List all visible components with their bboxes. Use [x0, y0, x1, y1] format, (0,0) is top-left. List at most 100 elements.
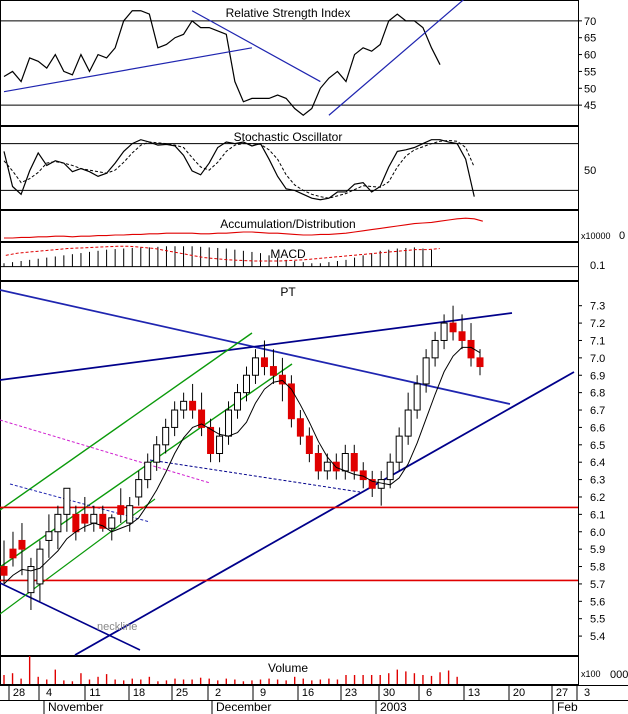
candle-body	[323, 461, 331, 472]
candle-body	[144, 461, 152, 481]
candle-body	[18, 539, 26, 550]
volume-title: Volume	[268, 661, 308, 675]
price-tick-label: 7.1	[590, 335, 605, 347]
macd-tick: 0.1	[590, 260, 605, 272]
candle-body	[332, 461, 340, 472]
candle-body	[395, 435, 403, 463]
price-tick-label: 6.4	[590, 457, 605, 469]
rsi-tick-label: 45	[584, 100, 596, 112]
candle-body	[278, 374, 286, 385]
day-label: 18	[133, 687, 145, 699]
upper-trendline	[0, 312, 513, 381]
candle-body	[162, 426, 170, 446]
panel-frame	[0, 281, 579, 656]
candle-body	[153, 444, 161, 463]
candle-body	[99, 513, 107, 529]
candle-body	[413, 383, 421, 411]
candle-body	[305, 435, 313, 455]
candle-body	[72, 513, 80, 533]
volume-panel: Volume x100 000	[3, 656, 628, 684]
candle-body	[36, 548, 44, 585]
candle-body	[135, 479, 143, 498]
stochastic-tick-50: 50	[584, 165, 596, 177]
rsi-tick-label: 55	[584, 66, 596, 78]
candle-body	[431, 339, 439, 359]
macd-signal-line	[5, 245, 440, 262]
rsi-panel: Relative Strength Index 70 65 60 55 50 45	[0, 0, 596, 117]
candle-body	[171, 409, 179, 428]
price-panel: PT 7.3 7.2 7.1 7.0 6.9 6.8 6.7 6.6 6.5 6.4 6.3 6.2 6…	[0, 285, 605, 656]
month-label: 2003	[380, 700, 407, 714]
price-tick-label: 6.9	[590, 370, 605, 382]
x-axis: 28 4 11 18 25 2 9 16 23 30 6 13 20 27 3 November Decembe…	[8, 685, 590, 714]
day-label: 9	[260, 687, 266, 699]
candle-body	[216, 435, 224, 455]
macd-title: MACD	[270, 247, 306, 261]
candle-body	[207, 426, 215, 455]
rsi-line	[3, 10, 441, 117]
rsi-trendline	[191, 10, 321, 83]
price-tick-label: 5.6	[590, 596, 605, 608]
candle-body	[198, 409, 206, 428]
day-label: 11	[89, 687, 100, 699]
price-tick-label: 7.0	[590, 353, 605, 365]
rsi-trendline	[3, 47, 253, 93]
panel-frame	[0, 242, 579, 281]
channel-upper-line	[0, 332, 253, 511]
candle-body	[81, 513, 89, 524]
rsi-tick-label: 50	[584, 83, 596, 95]
price-tick-label: 5.4	[590, 631, 605, 643]
price-tick-label: 5.7	[590, 579, 605, 591]
day-label: 4	[46, 687, 52, 699]
candle-body	[0, 566, 8, 576]
candle-body	[251, 357, 259, 376]
price-tick-label: 6.1	[590, 509, 605, 521]
month-label: Feb	[557, 700, 578, 714]
accumulation-line	[4, 217, 483, 239]
volume-unit: x100	[581, 669, 601, 679]
candle-body	[234, 392, 242, 411]
day-label: 27	[556, 687, 568, 699]
candle-body	[287, 383, 295, 420]
candle-body	[386, 461, 394, 481]
rsi-trendline	[328, 0, 465, 116]
month-label: December	[216, 700, 271, 714]
day-label: 25	[176, 687, 188, 699]
price-tick-label: 5.9	[590, 544, 605, 556]
stochastic-title: Stochastic Oscillator	[234, 130, 343, 144]
panel-frame	[0, 210, 579, 242]
candle-body	[189, 400, 197, 411]
day-label: 30	[383, 687, 395, 699]
candle-body	[260, 357, 268, 368]
candle-body	[180, 400, 188, 411]
candle-body	[341, 453, 349, 472]
candle-body	[350, 453, 358, 472]
price-title: PT	[280, 285, 296, 299]
candle-body	[117, 505, 125, 515]
month-label: November	[48, 700, 103, 714]
candle-body	[269, 366, 277, 376]
price-tick-label: 6.5	[590, 440, 605, 452]
volume-tick: 000	[610, 669, 628, 681]
candle-body	[9, 548, 17, 559]
candle-body	[27, 566, 35, 594]
candle-body	[242, 374, 250, 394]
day-label: 28	[13, 687, 25, 699]
price-tick-label: 6.7	[590, 405, 605, 417]
accumulation-tick: 0	[619, 230, 625, 242]
candle-body	[225, 409, 233, 437]
candle-body	[422, 357, 430, 385]
rsi-tick-label: 65	[584, 33, 596, 45]
panel-frame	[0, 0, 579, 126]
price-tick-label: 6.2	[590, 492, 605, 504]
stochastic-d-line	[3, 139, 475, 199]
candle-body	[440, 322, 448, 341]
price-tick-label: 6.0	[590, 527, 605, 539]
accumulation-title: Accumulation/Distribution	[220, 217, 355, 231]
neckline-label: neckline	[97, 621, 137, 633]
accumulation-unit: x10000	[581, 231, 611, 241]
candle-body	[296, 418, 304, 437]
day-label: 16	[302, 687, 314, 699]
